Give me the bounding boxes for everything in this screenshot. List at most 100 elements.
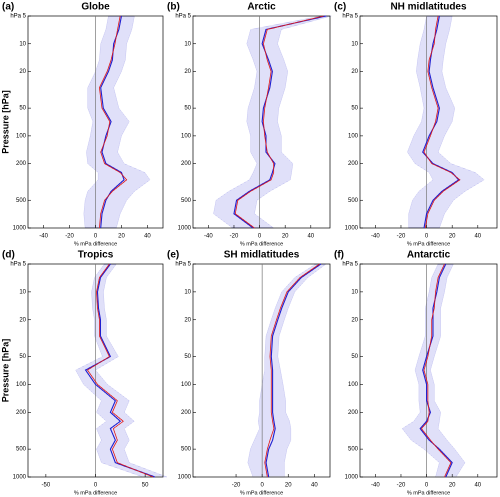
panel-label: (a) <box>2 2 14 13</box>
x-tick-label: -40 <box>39 234 48 240</box>
profile-line <box>84 263 156 478</box>
profile-line <box>420 263 452 478</box>
y-tick-label: 100 <box>348 382 359 388</box>
y-tick-label: 200 <box>348 161 359 167</box>
x-tick-label: 0 <box>94 234 98 240</box>
y-tick-label: 10 <box>19 289 26 295</box>
y-tick-label: 1000 <box>13 226 27 232</box>
panel-title: Arctic <box>247 2 276 13</box>
y-tick-label: 500 <box>16 447 27 453</box>
panel-label: (b) <box>167 2 180 13</box>
spread-band <box>401 263 466 478</box>
y-tick-label: 10 <box>351 41 358 47</box>
x-tick-label: 0 <box>425 483 429 489</box>
y-tick-label: 50 <box>19 106 26 112</box>
x-tick-label: -20 <box>232 483 241 489</box>
y-tick-label: 1000 <box>345 226 359 232</box>
y-tick-label: 1000 <box>178 475 192 481</box>
y-tick-label: 10 <box>184 41 191 47</box>
x-axis-label: % mPa difference <box>74 490 117 496</box>
panel-label: (d) <box>2 250 15 261</box>
profile-line <box>264 263 320 478</box>
profile-line <box>86 263 154 478</box>
y-tick-label: hPa 5 <box>175 262 191 268</box>
x-tick-label: 40 <box>144 234 151 240</box>
y-tick-label: 20 <box>351 69 358 75</box>
x-axis-label: % mPa difference <box>407 490 450 496</box>
panel-label: (e) <box>167 250 179 261</box>
plot-frame <box>359 15 498 229</box>
spread-band <box>407 15 485 229</box>
plot-frame <box>192 263 331 478</box>
plot-frame <box>192 15 331 229</box>
y-tick-label: 20 <box>184 69 191 75</box>
x-tick-label: -20 <box>65 234 74 240</box>
profile-line <box>233 15 327 229</box>
y-tick-label: 1000 <box>345 475 359 481</box>
y-tick-label: 1000 <box>178 226 192 232</box>
x-tick-label: 0 <box>425 234 429 240</box>
panel-title: NH midlatitudes <box>390 2 467 13</box>
y-tick-label: 10 <box>19 41 26 47</box>
x-tick-label: 40 <box>474 483 481 489</box>
panel-title: Antarctic <box>407 250 451 261</box>
y-tick-label: 1000 <box>13 475 27 481</box>
x-axis-label: % mPa difference <box>407 241 450 247</box>
y-tick-label: hPa 5 <box>175 14 191 20</box>
y-tick-label: 20 <box>19 69 26 75</box>
y-tick-label: 500 <box>181 447 192 453</box>
x-tick-label: 50 <box>142 483 149 489</box>
spread-band <box>213 15 332 229</box>
y-tick-label: hPa 5 <box>342 262 358 268</box>
y-tick-label: 200 <box>181 161 192 167</box>
y-axis-label: Pressure [hPa] <box>0 339 10 403</box>
x-tick-label: 40 <box>311 483 318 489</box>
x-tick-label: 0 <box>260 483 264 489</box>
x-tick-label: -20 <box>397 234 406 240</box>
x-tick-label: -40 <box>204 234 213 240</box>
y-tick-label: 200 <box>348 410 359 416</box>
y-tick-label: 500 <box>181 198 192 204</box>
y-tick-label: 500 <box>348 198 359 204</box>
panel-title: SH midlatitudes <box>224 250 300 261</box>
panel-label: (f) <box>334 250 344 261</box>
y-tick-label: 50 <box>19 354 26 360</box>
y-tick-label: 100 <box>16 133 27 139</box>
x-tick-label: -20 <box>397 483 406 489</box>
y-tick-label: 20 <box>184 317 191 323</box>
y-tick-label: 100 <box>16 382 27 388</box>
x-tick-label: 20 <box>285 483 292 489</box>
profile-line <box>265 263 322 478</box>
panel-title: Tropics <box>78 250 114 261</box>
x-tick-label: 40 <box>307 234 314 240</box>
y-tick-label: 100 <box>181 382 192 388</box>
x-tick-label: 20 <box>449 234 456 240</box>
y-tick-label: 200 <box>181 410 192 416</box>
y-tick-label: 200 <box>16 161 27 167</box>
y-tick-label: hPa 5 <box>10 262 26 268</box>
x-tick-label: -50 <box>42 483 51 489</box>
x-axis-label: % mPa difference <box>240 241 283 247</box>
y-tick-label: hPa 5 <box>342 14 358 20</box>
y-tick-label: 50 <box>184 354 191 360</box>
y-tick-label: 20 <box>351 317 358 323</box>
y-tick-label: 50 <box>351 106 358 112</box>
y-tick-label: 100 <box>181 133 192 139</box>
y-tick-label: 200 <box>16 410 27 416</box>
y-tick-label: 50 <box>351 354 358 360</box>
y-tick-label: 500 <box>16 198 27 204</box>
profile-line <box>98 15 128 229</box>
profile-line <box>423 15 461 229</box>
x-tick-label: 20 <box>118 234 125 240</box>
y-axis-label: Pressure [hPa] <box>0 90 10 154</box>
spread-band <box>83 15 151 229</box>
panel-title: Globe <box>81 2 110 13</box>
x-tick-label: -20 <box>230 234 239 240</box>
x-tick-label: 40 <box>474 234 481 240</box>
profile-line <box>234 15 324 229</box>
x-axis-label: % mPa difference <box>240 490 283 496</box>
profile-line <box>422 15 460 229</box>
x-tick-label: -40 <box>371 483 380 489</box>
y-tick-label: 50 <box>184 106 191 112</box>
